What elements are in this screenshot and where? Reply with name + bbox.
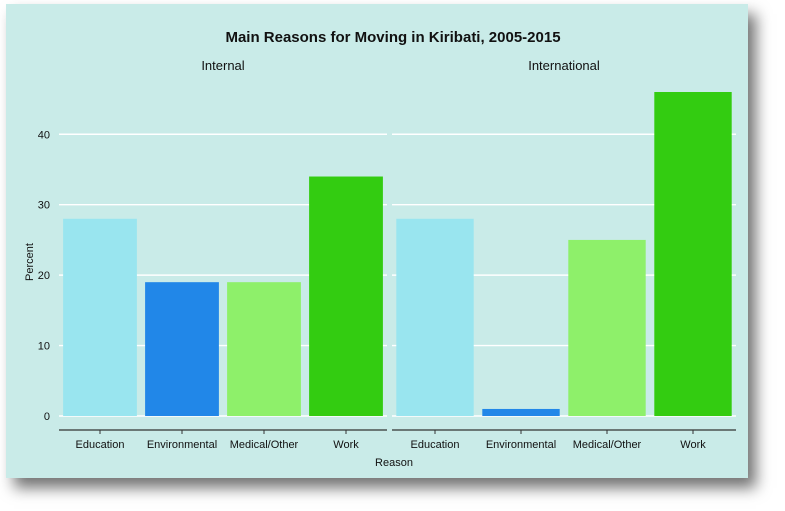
chart-card: Main Reasons for Moving in Kiribati, 200…: [6, 4, 748, 478]
x-tick-label: Education: [411, 439, 460, 451]
bar-education: [63, 218, 137, 416]
y-tick-label: 30: [38, 200, 50, 212]
bar-medical-other: [227, 282, 301, 416]
y-tick-label: 20: [38, 270, 50, 282]
chart: Main Reasons for Moving in Kiribati, 200…: [24, 29, 736, 469]
bar-education: [396, 218, 474, 416]
x-tick-label: Environmental: [486, 439, 556, 451]
panel-international: International Education Environmental Medic…: [392, 58, 736, 451]
x-tick-label: Work: [680, 439, 706, 451]
chart-title: Main Reasons for Moving in Kiribati, 200…: [225, 29, 560, 46]
bar-work: [654, 92, 732, 416]
bar-work: [309, 176, 383, 416]
y-axis-label: Percent: [24, 243, 36, 281]
x-tick-label: Environmental: [147, 439, 217, 451]
x-tick-label: Work: [333, 439, 359, 451]
y-tick-label: 10: [38, 341, 50, 353]
bar-environmental: [145, 282, 219, 416]
x-tick-label: Medical/Other: [230, 439, 299, 451]
x-axis-label: Reason: [375, 457, 413, 469]
y-tick-label: 0: [44, 411, 50, 423]
panel-internal: Internal Education Environmental Medical/Ot…: [59, 58, 387, 451]
bar-environmental: [482, 408, 560, 416]
bar-medical-other: [568, 239, 646, 416]
x-tick-label: Education: [76, 439, 125, 451]
panel-label: Internal: [201, 58, 244, 73]
panel-label: International: [528, 58, 600, 73]
chart-panels: 0 10 20 30 40 Internal Education Environmental M…: [38, 58, 736, 451]
y-tick-label: 40: [38, 129, 50, 141]
x-tick-label: Medical/Other: [573, 439, 642, 451]
